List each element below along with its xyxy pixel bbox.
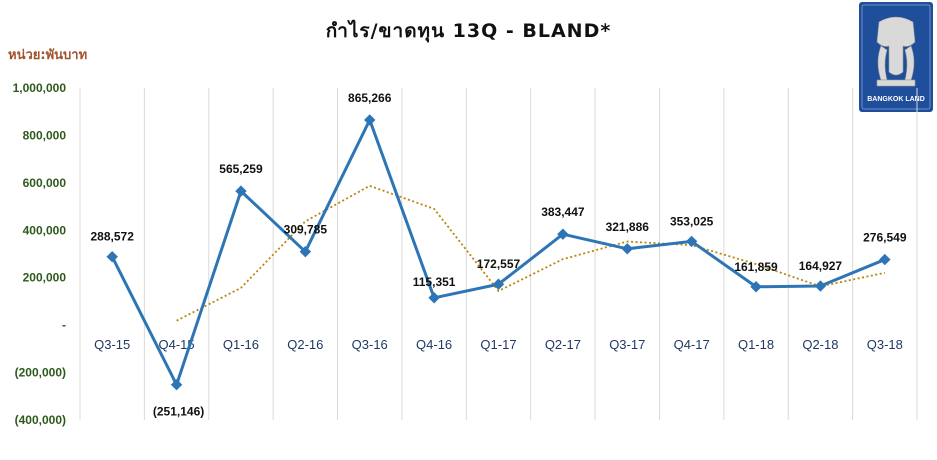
data-point: [299, 245, 312, 258]
data-label: 164,927: [799, 259, 843, 273]
logo-emblem: [876, 16, 916, 87]
data-labels: 288,572 (251,146) 565,259 309,785 865,266 115…: [90, 91, 906, 419]
data-point: [106, 251, 118, 263]
data-label: 172,557: [477, 257, 521, 271]
x-tick-label: Q2-16: [287, 337, 323, 352]
data-label: 309,785: [284, 223, 328, 237]
y-tick-label: 400,000: [23, 223, 67, 237]
data-label: 353,025: [670, 214, 714, 228]
data-point: [879, 253, 891, 266]
x-tick-label: Q4-16: [416, 337, 452, 352]
x-tick-label: Q2-18: [802, 337, 838, 352]
unit-label: หน่วย:พันบาท: [8, 48, 88, 63]
profit-loss-series: [106, 114, 891, 391]
data-label: 321,886: [606, 220, 650, 234]
data-point: [685, 235, 698, 248]
x-tick-label: Q2-17: [545, 337, 581, 352]
x-tick-label: Q3-18: [867, 337, 903, 352]
y-tick-label: (400,000): [15, 413, 66, 427]
x-tick-label: Q1-17: [480, 337, 516, 352]
moving-average-series: [176, 184, 885, 322]
data-label: 565,259: [219, 162, 263, 176]
data-point: [364, 114, 376, 126]
y-axis: 1,000,000 800,000 600,000 400,000 200,000 - (2…: [13, 81, 67, 427]
data-point: [492, 278, 505, 290]
x-tick-label: Q1-18: [738, 337, 774, 352]
data-point: [428, 292, 440, 304]
x-tick-label: Q3-16: [352, 337, 388, 352]
data-point: [557, 228, 569, 240]
data-label: 288,572: [90, 230, 134, 244]
y-tick-label: (200,000): [15, 366, 66, 380]
y-tick-label: 1,000,000: [13, 81, 67, 95]
x-tick-label: Q3-15: [94, 337, 130, 352]
data-label: 383,447: [541, 205, 585, 219]
data-point: [750, 281, 762, 293]
data-label: (251,146): [153, 405, 204, 419]
x-tick-label: Q3-17: [609, 337, 645, 352]
y-tick-label: -: [62, 318, 66, 332]
data-label: 161,859: [734, 260, 778, 274]
data-label: 115,351: [413, 275, 456, 289]
y-tick-label: 200,000: [23, 271, 67, 285]
chart-title: กำไร/ขาดทุน 13Q - BLAND*: [325, 20, 612, 42]
x-tick-label: Q1-16: [223, 337, 259, 352]
moving-average-line: [176, 184, 885, 322]
x-axis: Q3-15 Q4-15 Q1-16 Q2-16 Q3-16 Q4-16 Q1-17 Q2-17…: [94, 337, 903, 352]
data-point: [621, 243, 633, 255]
data-point: [170, 378, 183, 391]
data-point: [814, 280, 827, 292]
y-tick-label: 800,000: [23, 128, 67, 142]
logo-text: BANGKOK LAND: [867, 96, 925, 103]
x-tick-label: Q4-15: [159, 337, 195, 352]
x-tick-label: Q4-17: [674, 337, 710, 352]
bangkok-land-logo: BANGKOK LAND: [859, 2, 933, 112]
data-label: 865,266: [348, 91, 392, 105]
data-point: [235, 185, 247, 197]
y-tick-label: 600,000: [23, 176, 67, 190]
chart-grid: [79, 88, 918, 420]
data-label: 276,549: [863, 231, 907, 245]
